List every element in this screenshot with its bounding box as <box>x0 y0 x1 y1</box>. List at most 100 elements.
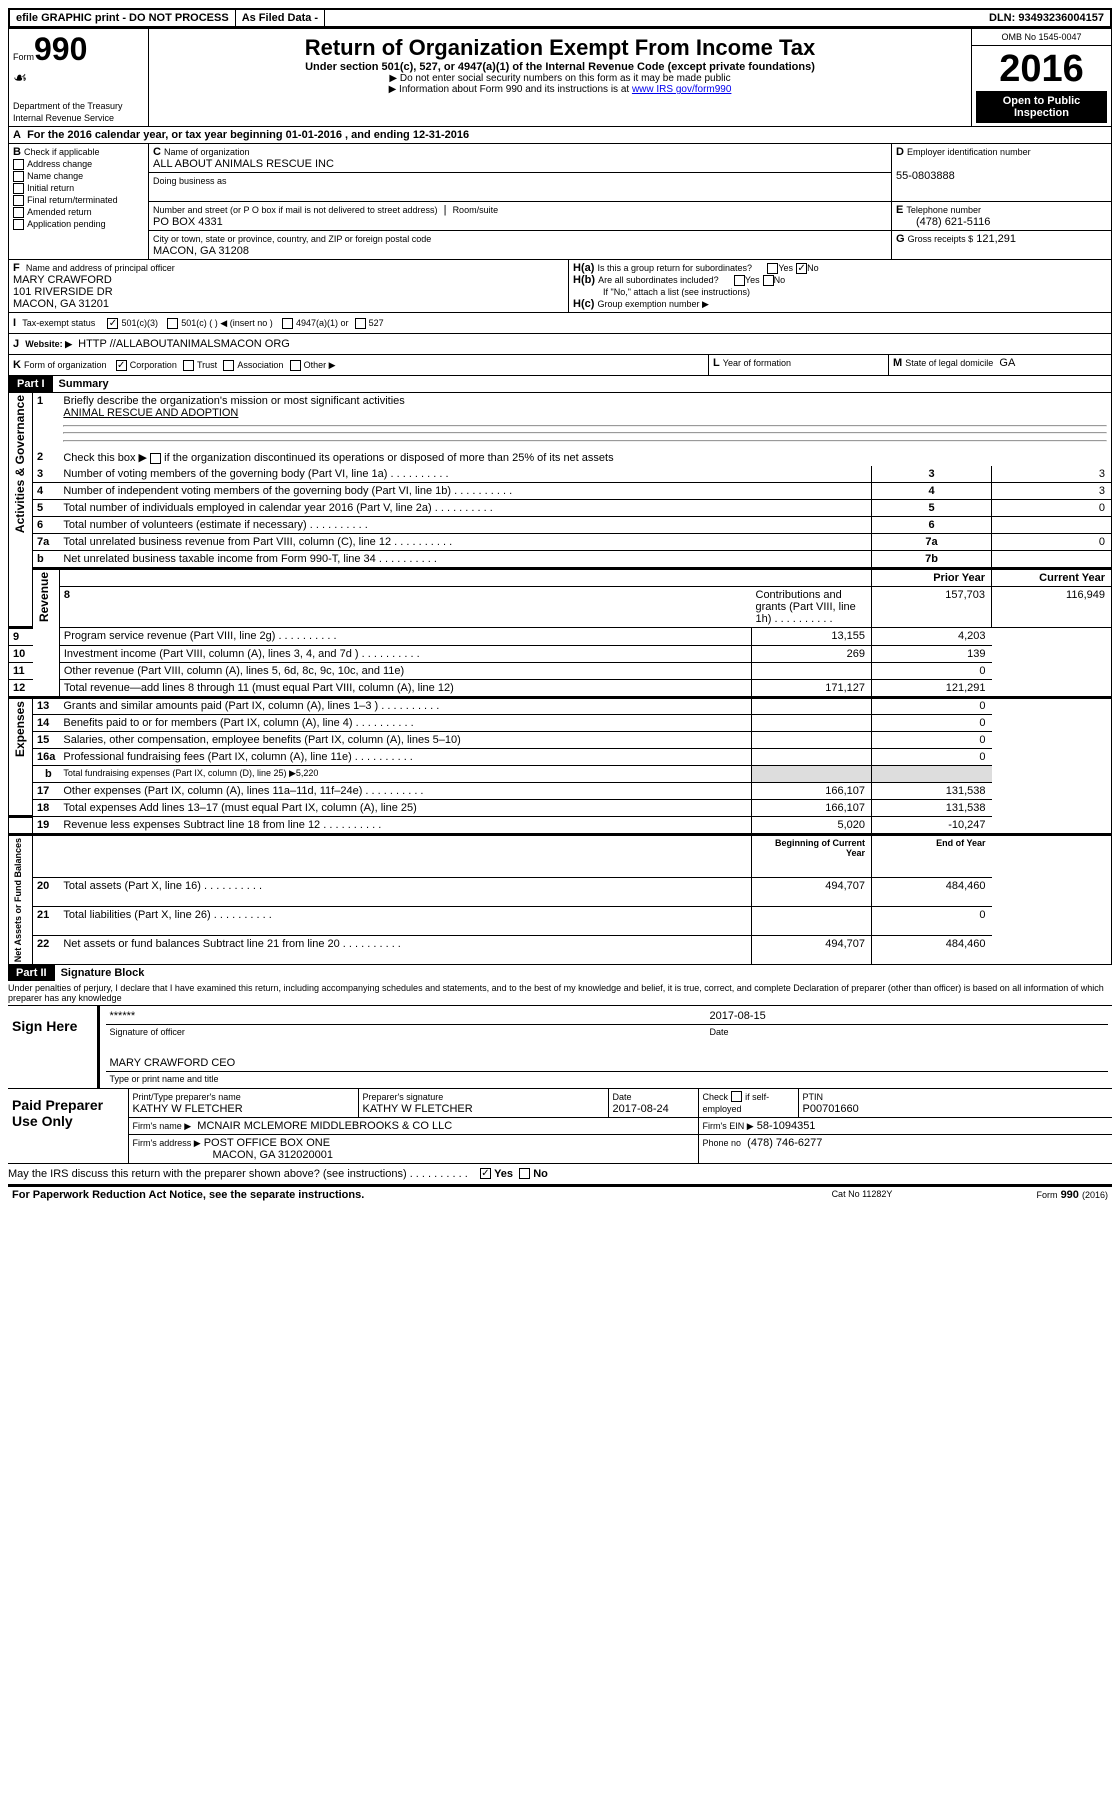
preparer-date: 2017-08-24 <box>613 1103 669 1115</box>
line13-prior <box>752 698 872 715</box>
checkbox-app-pending[interactable] <box>13 219 24 230</box>
preparer-name: KATHY W FLETCHER <box>133 1103 243 1115</box>
line16b-curr <box>872 765 992 782</box>
discuss-row: May the IRS discuss this return with the… <box>8 1164 1112 1187</box>
line16a-prior <box>752 748 872 765</box>
end-year-header: End of Year <box>872 834 992 878</box>
side-governance: Activities & Governance <box>13 395 27 533</box>
checkbox-501c[interactable] <box>167 318 178 329</box>
paid-preparer-block: Paid Preparer Use Only Print/Type prepar… <box>8 1089 1112 1164</box>
side-revenue: Revenue <box>37 572 51 622</box>
phone: (478) 621-5116 <box>896 216 990 228</box>
mission: ANIMAL RESCUE AND ADOPTION <box>63 407 238 419</box>
line9-curr: 4,203 <box>872 628 992 646</box>
firm-name: MCNAIR MCLEMORE MIDDLEBROOKS & CO LLC <box>197 1120 452 1132</box>
ptin: P00701660 <box>803 1103 859 1115</box>
gross-receipts: 121,291 <box>976 233 1016 245</box>
open-inspection: Open to Public Inspection <box>976 91 1107 123</box>
line10-curr: 139 <box>872 646 992 663</box>
checkbox-other[interactable] <box>290 360 301 371</box>
efile-notice: efile GRAPHIC print - DO NOT PROCESS <box>10 10 236 26</box>
note1: ▶ Do not enter social security numbers o… <box>155 73 965 84</box>
dept: Department of the Treasury <box>13 101 123 111</box>
footer-row: For Paperwork Reduction Act Notice, see … <box>8 1187 1112 1203</box>
dln: DLN: 93493236004157 <box>983 10 1110 26</box>
checkbox-discuss-yes[interactable]: ✓ <box>480 1168 491 1179</box>
sign-block: Sign Here ******2017-08-15 Signature of … <box>8 1006 1112 1089</box>
checkbox-trust[interactable] <box>183 360 194 371</box>
checkbox-address-change[interactable] <box>13 159 24 170</box>
section-i: I Tax-exempt status ✓ 501(c)(3) 501(c) (… <box>8 313 1112 334</box>
prior-year-header: Prior Year <box>872 569 992 587</box>
paperwork-notice: For Paperwork Reduction Act Notice, see … <box>8 1187 762 1203</box>
checkbox-final-return[interactable] <box>13 195 24 206</box>
line12-curr: 121,291 <box>872 680 992 698</box>
line11-prior <box>752 663 872 680</box>
line18-curr: 131,538 <box>872 799 992 816</box>
checkbox-hb-yes[interactable] <box>734 275 745 286</box>
line20-curr: 484,460 <box>872 878 992 907</box>
line15-curr: 0 <box>872 731 992 748</box>
part1-header: Part ISummary <box>8 376 1112 392</box>
line15-prior <box>752 731 872 748</box>
form-header: Form990 ☙ Department of the Treasury Int… <box>8 28 1112 127</box>
section-a: A For the 2016 calendar year, or tax yea… <box>8 127 1112 144</box>
sig-date: 2017-08-15 <box>710 1010 766 1022</box>
checkbox-discuss-no[interactable] <box>519 1168 530 1179</box>
checkbox-hb-no[interactable] <box>763 275 774 286</box>
top-bar: efile GRAPHIC print - DO NOT PROCESS As … <box>8 8 1112 28</box>
line8-curr: 116,949 <box>992 587 1112 628</box>
as-filed: As Filed Data - <box>236 10 325 26</box>
checkbox-discontinued[interactable] <box>150 453 161 464</box>
line11-curr: 0 <box>872 663 992 680</box>
line17-curr: 131,538 <box>872 782 992 799</box>
checkbox-self-emp[interactable] <box>731 1091 742 1102</box>
tax-year: 2016 <box>976 48 1107 91</box>
section-j: J Website: ▶ HTTP //ALLABOUTANIMALSMACON… <box>8 334 1112 355</box>
line6-val <box>992 517 1112 534</box>
preparer-sig: KATHY W FLETCHER <box>363 1103 473 1115</box>
line3-val: 3 <box>992 466 1112 483</box>
line21-prior <box>752 907 872 936</box>
side-expenses: Expenses <box>13 701 27 757</box>
line16a-curr: 0 <box>872 748 992 765</box>
irs-link[interactable]: www IRS gov/form990 <box>632 84 731 95</box>
org-city: MACON, GA 31208 <box>153 245 249 257</box>
paid-preparer-label: Paid Preparer Use Only <box>12 1097 124 1129</box>
line5-val: 0 <box>992 500 1112 517</box>
checkbox-527[interactable] <box>355 318 366 329</box>
line18-prior: 166,107 <box>752 799 872 816</box>
checkbox-amended[interactable] <box>13 207 24 218</box>
line9-prior: 13,155 <box>752 628 872 646</box>
section-klm: K Form of organization ✓ Corporation Tru… <box>8 355 1112 376</box>
line22-curr: 484,460 <box>872 935 992 964</box>
firm-phone: (478) 746-6277 <box>747 1137 822 1149</box>
website: HTTP //ALLABOUTANIMALSMACON ORG <box>78 338 290 350</box>
checkbox-initial-return[interactable] <box>13 183 24 194</box>
line7b-val <box>992 551 1112 569</box>
checkbox-ha-no[interactable]: ✓ <box>796 263 807 274</box>
omb: OMB No 1545-0047 <box>1001 32 1081 42</box>
officer-name-title: MARY CRAWFORD CEO <box>106 1055 1109 1072</box>
line19-curr: -10,247 <box>872 816 992 834</box>
org-info-block: B Check if applicable Address change Nam… <box>8 144 1112 260</box>
officer-group-block: F Name and address of principal officer … <box>8 260 1112 313</box>
checkbox-4947[interactable] <box>282 318 293 329</box>
sign-here-label: Sign Here <box>12 1018 93 1034</box>
line21-curr: 0 <box>872 907 992 936</box>
checkbox-corp[interactable]: ✓ <box>116 360 127 371</box>
line14-prior <box>752 714 872 731</box>
checkbox-ha-yes[interactable] <box>767 263 778 274</box>
declaration: Under penalties of perjury, I declare th… <box>8 981 1112 1006</box>
checkbox-501c3[interactable]: ✓ <box>107 318 118 329</box>
domicile-state: GA <box>999 357 1015 369</box>
current-year-header: Current Year <box>992 569 1112 587</box>
line20-prior: 494,707 <box>752 878 872 907</box>
checkbox-assoc[interactable] <box>223 360 234 371</box>
note2: ▶ Information about Form 990 and its ins… <box>155 84 965 95</box>
checkbox-name-change[interactable] <box>13 171 24 182</box>
line14-curr: 0 <box>872 714 992 731</box>
ein: 55-0803888 <box>896 170 955 182</box>
irs: Internal Revenue Service <box>13 113 114 123</box>
cat-no: Cat No 11282Y <box>762 1187 962 1203</box>
